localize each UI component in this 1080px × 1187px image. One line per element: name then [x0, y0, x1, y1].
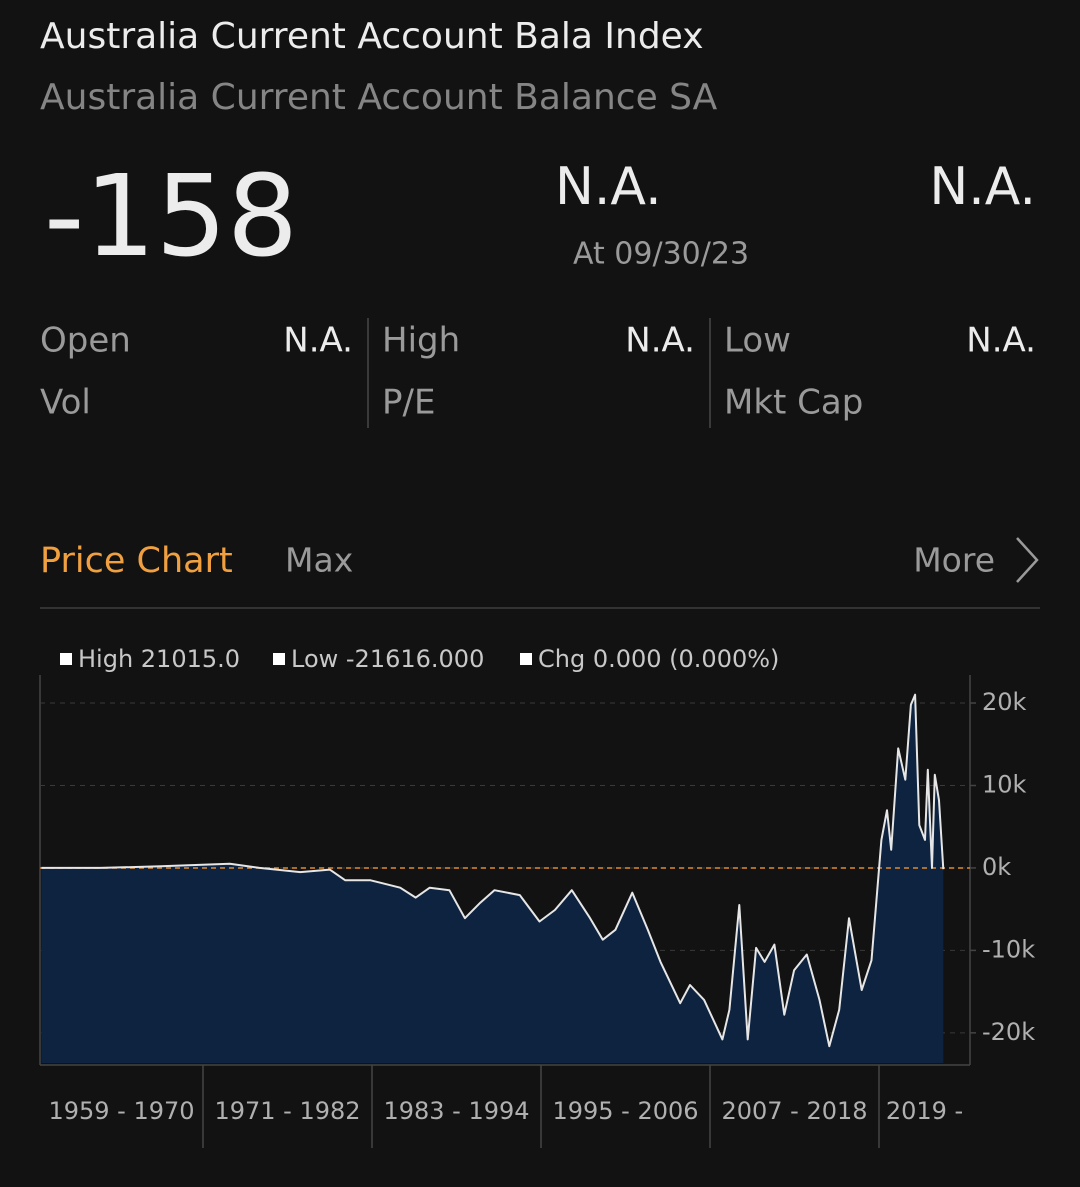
- legend-swatch: [273, 653, 285, 665]
- y-tick-label: -20k: [982, 1018, 1035, 1046]
- chart: High 21015.0 Low -21616.000 Chg 0.000 (0.0…: [39, 645, 1035, 1148]
- x-period-label: 2007 - 2018: [721, 1097, 867, 1125]
- y-tick-label: -10k: [982, 935, 1035, 963]
- x-period-label: 1995 - 2006: [552, 1097, 698, 1125]
- x-period-label: 1983 - 1994: [383, 1097, 529, 1125]
- area-fill: [41, 694, 944, 1063]
- chevron[interactable]: [1016, 537, 1039, 583]
- stats: Open N.A. High N.A. Low N.A. Vol P/E Mkt Cap: [40, 321, 1036, 423]
- legend-label: Chg 0.000 (0.000%): [538, 645, 779, 673]
- subtitle: Australia Current Account Balance SA: [40, 77, 718, 118]
- x-period-label: 1959 - 1970: [48, 1097, 194, 1125]
- tab-active[interactable]: Price Chart: [40, 541, 233, 581]
- price-line: [41, 693, 945, 1048]
- y-tick-label: 0k: [982, 853, 1011, 881]
- legend-swatch: [520, 653, 532, 665]
- y-tick-label: 20k: [982, 688, 1027, 716]
- tab-range[interactable]: Max: [285, 541, 353, 580]
- stat-label: Mkt Cap: [724, 383, 863, 423]
- stat-value: N.A.: [625, 321, 695, 361]
- legend-label: Low -21616.000: [291, 645, 484, 673]
- more-link[interactable]: More: [913, 541, 995, 580]
- legend-swatch: [60, 653, 72, 665]
- stat-value: N.A.: [966, 321, 1036, 361]
- x-period-label: 2019 -: [886, 1097, 963, 1125]
- stat-label: Open: [40, 321, 131, 361]
- stat-value: N.A.: [283, 321, 353, 361]
- stat-label: High: [382, 321, 460, 361]
- stat-label: P/E: [382, 383, 435, 423]
- quote-date: At 09/30/23: [573, 237, 749, 272]
- y-tick-label: 10k: [982, 770, 1027, 798]
- legend-label: High 21015.0: [78, 645, 240, 673]
- change: N.A.: [555, 157, 662, 217]
- x-period-label: 1971 - 1982: [214, 1097, 360, 1125]
- stat-label: Vol: [40, 383, 91, 423]
- change-pct: N.A.: [929, 157, 1036, 217]
- price: -158: [44, 152, 298, 282]
- stat-label: Low: [724, 321, 791, 361]
- title: Australia Current Account Bala Index: [40, 16, 704, 57]
